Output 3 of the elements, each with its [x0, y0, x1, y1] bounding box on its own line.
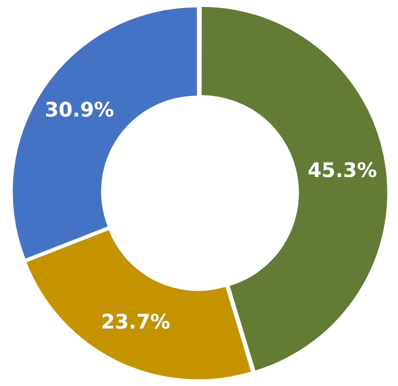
- data-label: 23.7%: [100, 309, 170, 334]
- data-label: 45.3%: [308, 158, 377, 182]
- data-label: 30.9%: [44, 98, 114, 122]
